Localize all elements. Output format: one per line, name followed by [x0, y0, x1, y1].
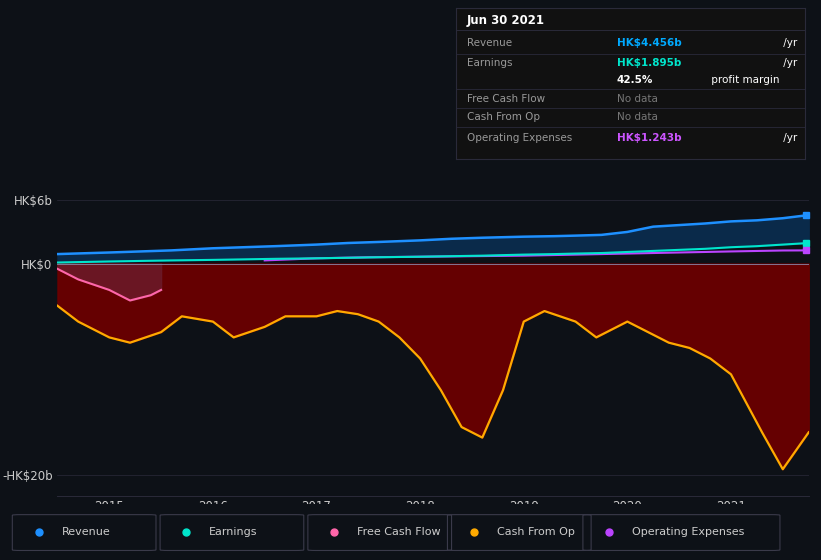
Text: Revenue: Revenue: [467, 38, 512, 48]
Text: Earnings: Earnings: [467, 58, 512, 68]
Text: /yr: /yr: [780, 58, 797, 68]
Text: Earnings: Earnings: [209, 527, 258, 537]
Text: Cash From Op: Cash From Op: [467, 113, 540, 123]
Text: profit margin: profit margin: [708, 74, 779, 85]
Text: HK$1.243b: HK$1.243b: [617, 133, 681, 143]
Text: No data: No data: [617, 113, 658, 123]
Text: Revenue: Revenue: [62, 527, 110, 537]
Text: Jun 30 2021: Jun 30 2021: [467, 14, 545, 27]
Text: No data: No data: [617, 94, 658, 104]
Text: Operating Expenses: Operating Expenses: [467, 133, 572, 143]
Text: Cash From Op: Cash From Op: [497, 527, 575, 537]
Text: HK$4.456b: HK$4.456b: [617, 38, 681, 48]
Text: HK$1.895b: HK$1.895b: [617, 58, 681, 68]
Text: /yr: /yr: [780, 133, 797, 143]
Text: 42.5%: 42.5%: [617, 74, 654, 85]
Text: Free Cash Flow: Free Cash Flow: [357, 527, 441, 537]
Text: Free Cash Flow: Free Cash Flow: [467, 94, 545, 104]
Text: /yr: /yr: [780, 38, 797, 48]
Text: Operating Expenses: Operating Expenses: [632, 527, 745, 537]
